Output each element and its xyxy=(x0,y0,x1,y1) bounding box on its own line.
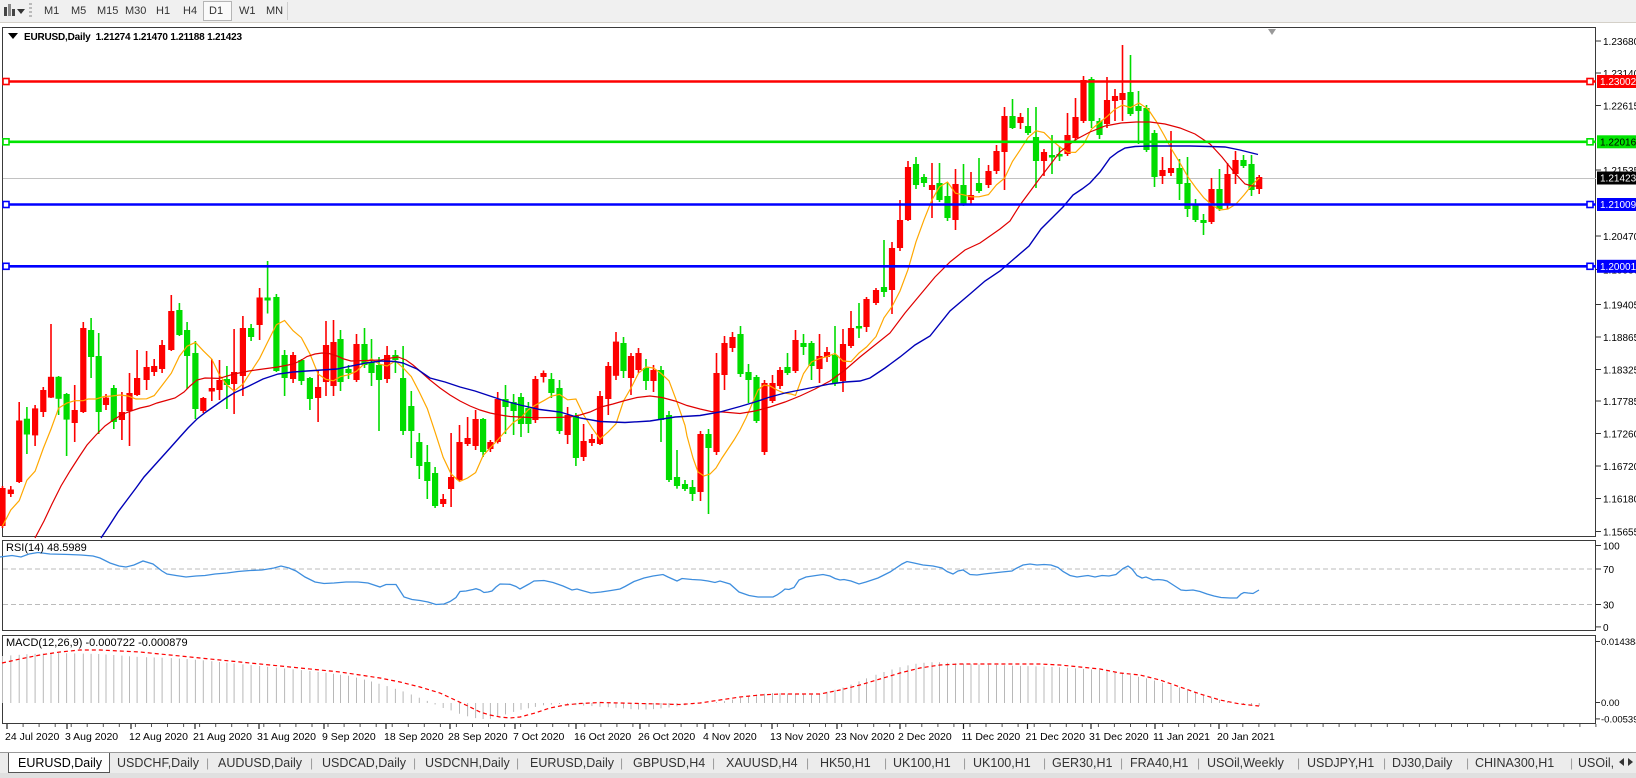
svg-text:20 Jan 2021: 20 Jan 2021 xyxy=(1217,731,1275,743)
svg-text:1.23680: 1.23680 xyxy=(1603,37,1636,48)
svg-text:-0.005390: -0.005390 xyxy=(1601,714,1636,725)
svg-text:1.17260: 1.17260 xyxy=(1603,430,1636,441)
svg-text:0.00: 0.00 xyxy=(1601,698,1620,709)
svg-text:2 Dec 2020: 2 Dec 2020 xyxy=(898,731,952,743)
svg-text:3 Aug 2020: 3 Aug 2020 xyxy=(65,731,118,743)
svg-text:21 Dec 2020: 21 Dec 2020 xyxy=(1026,731,1086,743)
svg-text:1.21009: 1.21009 xyxy=(1600,200,1636,211)
svg-text:1.16180: 1.16180 xyxy=(1603,495,1636,506)
svg-text:26 Oct 2020: 26 Oct 2020 xyxy=(638,731,695,743)
svg-text:1.20001: 1.20001 xyxy=(1600,262,1636,273)
svg-text:RSI(14) 48.5989: RSI(14) 48.5989 xyxy=(6,542,87,554)
svg-text:28 Sep 2020: 28 Sep 2020 xyxy=(448,731,508,743)
svg-text:21 Aug 2020: 21 Aug 2020 xyxy=(193,731,252,743)
svg-text:1.18325: 1.18325 xyxy=(1603,366,1636,377)
svg-text:18 Sep 2020: 18 Sep 2020 xyxy=(384,731,444,743)
svg-text:1.23140: 1.23140 xyxy=(1603,69,1636,80)
svg-text:1.16720: 1.16720 xyxy=(1603,462,1636,473)
svg-text:24 Jul 2020: 24 Jul 2020 xyxy=(5,731,59,743)
svg-text:1.18865: 1.18865 xyxy=(1603,333,1636,344)
svg-text:1.22016: 1.22016 xyxy=(1600,137,1636,148)
svg-text:4 Nov 2020: 4 Nov 2020 xyxy=(703,731,757,743)
svg-text:1.15655: 1.15655 xyxy=(1603,528,1636,539)
svg-text:100: 100 xyxy=(1603,542,1620,553)
svg-text:1.17785: 1.17785 xyxy=(1603,397,1636,408)
svg-text:1.21423: 1.21423 xyxy=(1600,174,1636,185)
svg-text:11 Jan 2021: 11 Jan 2021 xyxy=(1153,731,1210,743)
svg-text:0.014384: 0.014384 xyxy=(1601,637,1636,648)
svg-text:13 Nov 2020: 13 Nov 2020 xyxy=(770,731,830,743)
svg-text:1.23002: 1.23002 xyxy=(1600,77,1636,88)
svg-text:11 Dec 2020: 11 Dec 2020 xyxy=(962,731,1021,743)
svg-text:7 Oct 2020: 7 Oct 2020 xyxy=(513,731,565,743)
svg-text:16 Oct 2020: 16 Oct 2020 xyxy=(574,731,631,743)
svg-text:MACD(12,26,9) -0.000722 -0.000: MACD(12,26,9) -0.000722 -0.000879 xyxy=(6,637,188,649)
svg-text:31 Aug 2020: 31 Aug 2020 xyxy=(257,731,316,743)
svg-text:12 Aug 2020: 12 Aug 2020 xyxy=(129,731,188,743)
svg-text:31 Dec 2020: 31 Dec 2020 xyxy=(1089,731,1149,743)
svg-text:0: 0 xyxy=(1603,623,1609,634)
svg-text:23 Nov 2020: 23 Nov 2020 xyxy=(835,731,895,743)
svg-text:9 Sep 2020: 9 Sep 2020 xyxy=(322,731,376,743)
svg-text:EURUSD,Daily 1.21274 1.21470: EURUSD,Daily 1.21274 1.21470 1.21188 1.2… xyxy=(24,32,242,43)
svg-text:70: 70 xyxy=(1603,565,1615,576)
svg-text:30: 30 xyxy=(1603,601,1615,612)
svg-text:1.20470: 1.20470 xyxy=(1603,232,1636,243)
svg-text:1.19405: 1.19405 xyxy=(1603,301,1636,312)
svg-text:1.22615: 1.22615 xyxy=(1603,102,1636,113)
